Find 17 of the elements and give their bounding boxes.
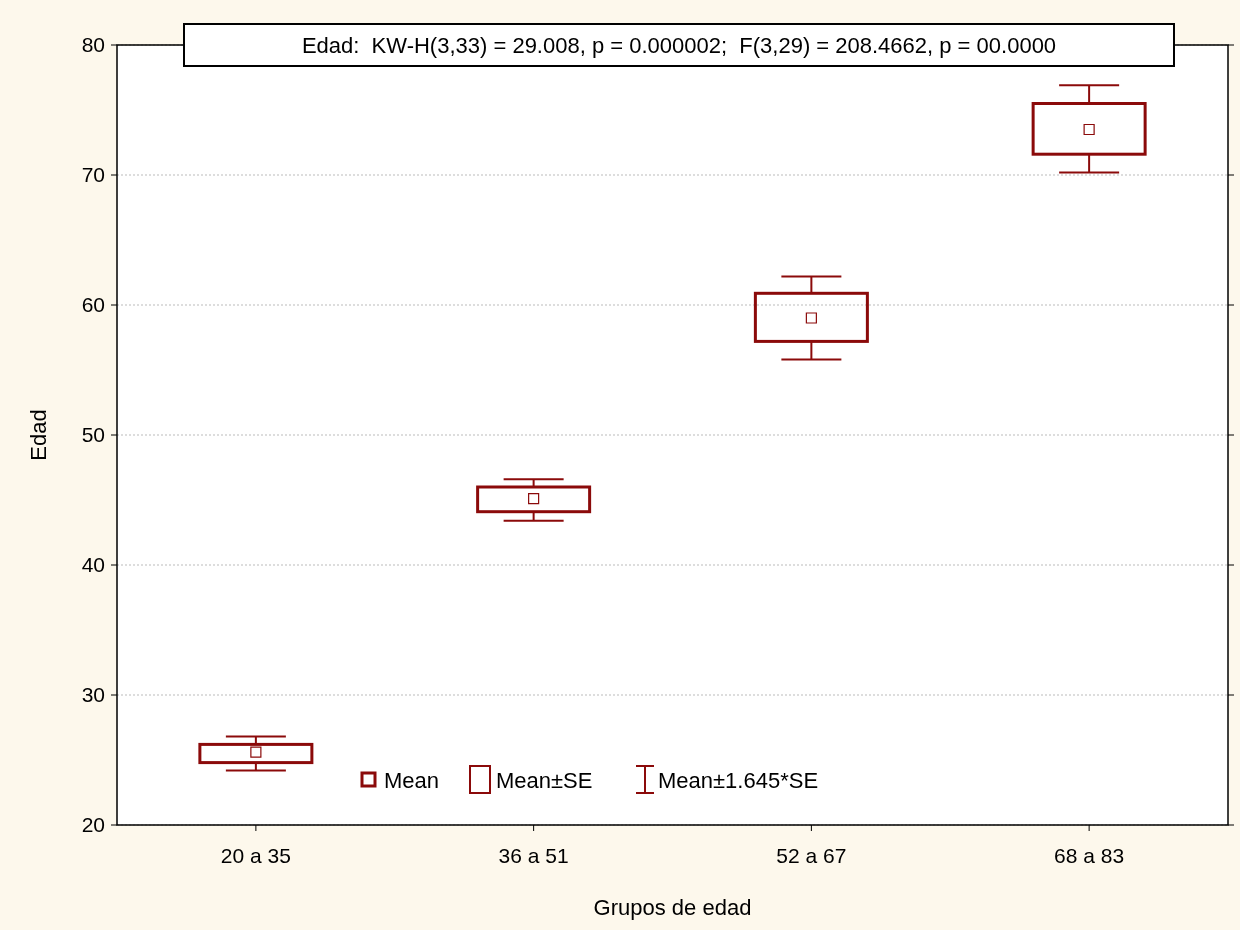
y-tick-label: 50 xyxy=(81,423,105,447)
y-axis-title: Edad xyxy=(26,409,51,461)
x-tick-label: 36 a 51 xyxy=(498,844,569,867)
annotation: Mean xyxy=(384,767,440,793)
annotation: Mean±SE xyxy=(496,767,593,793)
y-tick-label: 40 xyxy=(81,553,105,577)
x-tick-label: 20 a 35 xyxy=(220,844,291,867)
x-axis-title: Grupos de edad xyxy=(593,895,752,920)
y-tick-label: 80 xyxy=(81,33,105,57)
y-tick-label: 70 xyxy=(81,163,105,187)
annotation: Mean±1.645*SE xyxy=(658,767,819,793)
y-tick-label: 60 xyxy=(81,293,105,317)
y-tick-label: 30 xyxy=(81,683,105,707)
x-tick-label: 68 a 83 xyxy=(1054,844,1125,867)
y-tick-label: 20 xyxy=(81,813,105,837)
x-tick-label: 52 a 67 xyxy=(776,844,847,867)
chart-title: Edad: KW-H(3,33) = 29.008, p = 0.000002; F(3,29) = 208.4662, p = 00.0000 xyxy=(301,32,1057,58)
